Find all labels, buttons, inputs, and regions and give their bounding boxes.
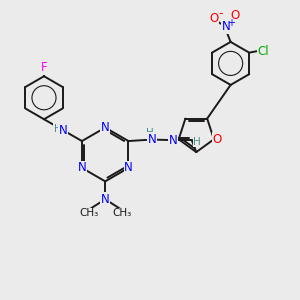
Text: H: H xyxy=(146,128,153,138)
Text: F: F xyxy=(41,61,47,74)
Text: CH₃: CH₃ xyxy=(112,208,131,218)
Text: N: N xyxy=(222,20,230,34)
Text: N: N xyxy=(78,161,86,174)
Text: H: H xyxy=(193,136,201,147)
Text: N: N xyxy=(124,161,133,174)
Text: N: N xyxy=(58,124,67,136)
Text: O: O xyxy=(230,9,240,22)
Text: -: - xyxy=(218,7,222,20)
Text: O: O xyxy=(213,133,222,146)
Text: H: H xyxy=(54,124,61,134)
Text: N: N xyxy=(147,133,156,146)
Text: N: N xyxy=(169,134,178,147)
Text: CH₃: CH₃ xyxy=(79,208,98,218)
Text: O: O xyxy=(209,12,218,25)
Text: +: + xyxy=(227,18,236,28)
Text: Cl: Cl xyxy=(257,45,269,58)
Text: N: N xyxy=(101,121,110,134)
Text: N: N xyxy=(101,193,110,206)
